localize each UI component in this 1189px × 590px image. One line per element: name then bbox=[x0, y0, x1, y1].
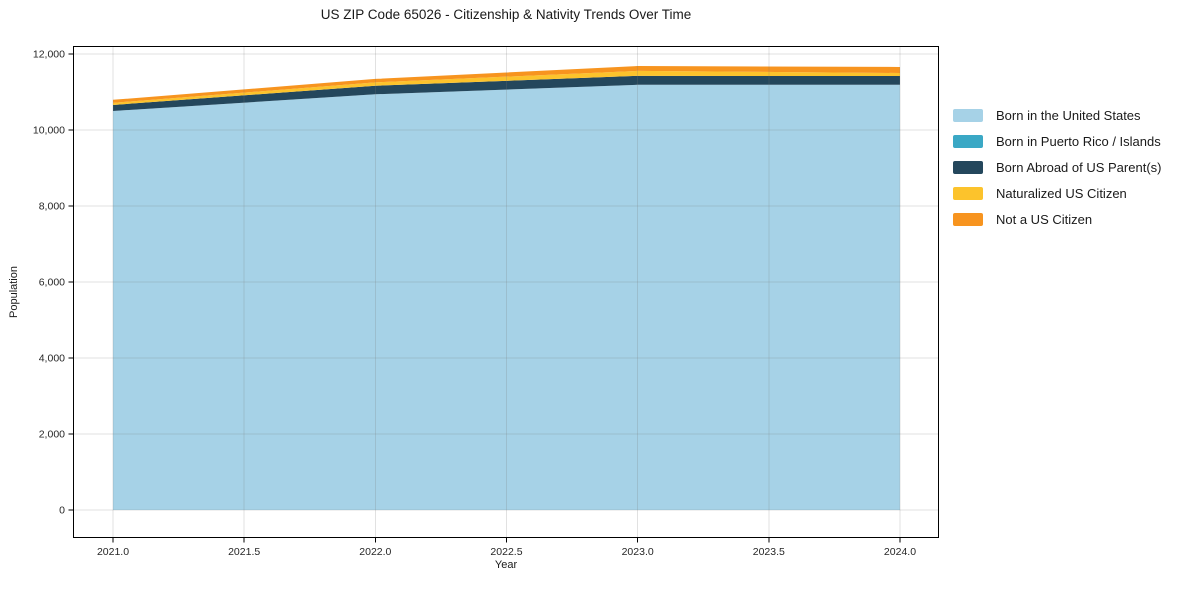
area-born-in-the-united-states bbox=[113, 84, 900, 511]
y-tick-label: 8,000 bbox=[39, 201, 65, 213]
x-tick-label: 2021.5 bbox=[228, 546, 260, 558]
chart-title: US ZIP Code 65026 - Citizenship & Nativi… bbox=[320, 7, 692, 22]
x-tick-label: 2022.5 bbox=[490, 546, 522, 558]
y-tick-label: 4,000 bbox=[39, 353, 65, 365]
x-tick-label: 2023.0 bbox=[622, 546, 654, 558]
legend-item: Born in Puerto Rico / Islands bbox=[953, 128, 1161, 154]
legend-label: Born in Puerto Rico / Islands bbox=[996, 133, 1161, 149]
legend-label: Born in the United States bbox=[996, 107, 1141, 123]
legend-swatch bbox=[953, 108, 983, 122]
legend-swatch bbox=[953, 212, 983, 226]
legend-item: Born in the United States bbox=[953, 102, 1161, 128]
y-axis-label: Population bbox=[8, 266, 20, 318]
legend-item: Not a US Citizen bbox=[953, 206, 1161, 232]
x-tick-label: 2021.0 bbox=[97, 546, 129, 558]
legend-swatch bbox=[953, 160, 983, 174]
legend-label: Naturalized US Citizen bbox=[996, 185, 1127, 201]
y-tick-label: 10,000 bbox=[33, 125, 65, 137]
legend-item: Naturalized US Citizen bbox=[953, 180, 1161, 206]
y-tick-label: 12,000 bbox=[33, 49, 65, 61]
legend-swatch bbox=[953, 134, 983, 148]
area-naturalized-us-citizen bbox=[113, 70, 900, 105]
axes-spines bbox=[73, 46, 939, 538]
y-tick-label: 6,000 bbox=[39, 277, 65, 289]
legend-label: Not a US Citizen bbox=[996, 211, 1093, 227]
y-tick-label: 2,000 bbox=[39, 428, 65, 440]
x-tick-label: 2023.5 bbox=[753, 546, 785, 558]
legend-swatch bbox=[953, 186, 983, 200]
area-not-a-us-citizen bbox=[113, 65, 900, 103]
legend-item: Born Abroad of US Parent(s) bbox=[953, 154, 1161, 180]
legend-label: Born Abroad of US Parent(s) bbox=[996, 159, 1162, 175]
legend: Born in the United States Born in Puerto … bbox=[953, 102, 1161, 232]
y-tick-label: 0 bbox=[59, 504, 65, 516]
x-axis-label: Year bbox=[494, 559, 518, 571]
area-born-abroad-of-us-parent-s bbox=[113, 75, 900, 112]
x-tick-label: 2024.0 bbox=[884, 546, 916, 558]
x-tick-label: 2022.0 bbox=[359, 546, 391, 558]
